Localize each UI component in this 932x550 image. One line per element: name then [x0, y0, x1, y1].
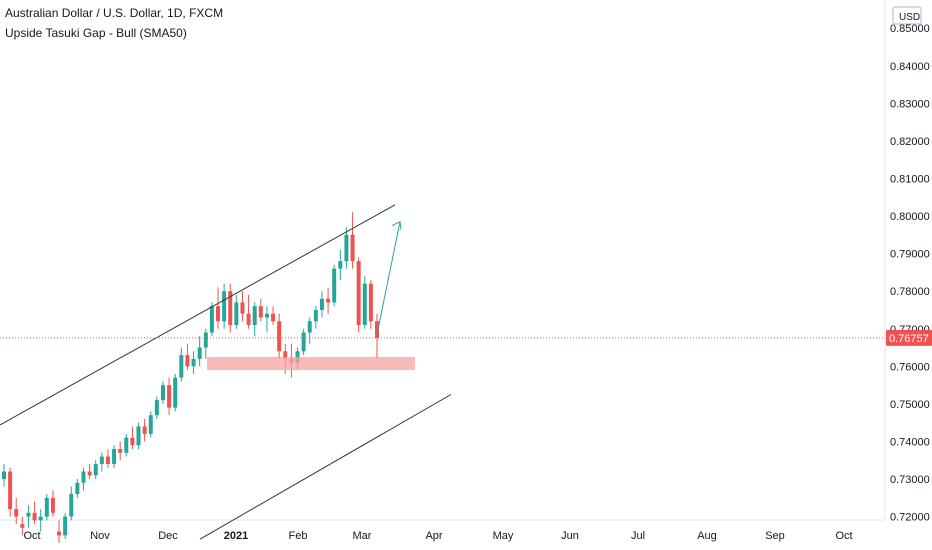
candle-body [75, 482, 80, 495]
time-tick-label: Oct [835, 530, 852, 542]
candle-body [338, 261, 343, 269]
time-tick-label: Jun [561, 530, 579, 542]
candle-body [356, 261, 361, 325]
price-tick-label: 0.82000 [890, 136, 930, 148]
candle-body [258, 306, 263, 318]
candle-body [264, 313, 269, 318]
candle-body [81, 471, 86, 483]
time-tick-label: Nov [90, 530, 110, 542]
projection-arrow[interactable] [376, 221, 401, 335]
time-tick-label: Aug [697, 530, 717, 542]
symbol-title: Australian Dollar / U.S. Dollar, 1D, FXC… [5, 6, 224, 20]
price-tick-label: 0.72000 [890, 512, 930, 524]
candle-body [50, 497, 55, 513]
time-tick-label: 2021 [224, 530, 248, 542]
candle-body [124, 437, 129, 453]
candle-body [375, 321, 379, 338]
time-tick-label: Jul [631, 530, 645, 542]
candle-body [38, 516, 43, 521]
candle-body [69, 494, 74, 517]
candle-body [99, 456, 104, 465]
time-tick-label: Feb [289, 530, 308, 542]
candle-body [179, 355, 184, 378]
price-tick-label: 0.76000 [890, 361, 930, 373]
candle-body [283, 351, 288, 359]
candle-body [8, 471, 13, 510]
candle-body [246, 313, 251, 325]
price-tick-label: 0.85000 [890, 23, 930, 35]
candle-body [319, 298, 324, 310]
price-tick-label: 0.73000 [890, 474, 930, 486]
candle-body [63, 516, 68, 536]
candle-body [191, 358, 196, 367]
candle-body [307, 321, 312, 333]
candle-body [93, 464, 98, 476]
candle-body [160, 385, 165, 401]
candle-body [142, 426, 147, 434]
candle-body [240, 302, 245, 314]
candle-body [277, 321, 282, 352]
candle-body [14, 509, 19, 517]
candle-body [87, 471, 92, 476]
candle-body [216, 306, 221, 322]
time-tick-label: Sep [765, 530, 785, 542]
candle-body [2, 471, 6, 480]
candle-body [344, 234, 349, 262]
candle-body [203, 332, 208, 348]
candle-body [326, 298, 331, 303]
price-tick-label: 0.78000 [890, 286, 930, 298]
candle-body [57, 531, 62, 536]
candle-body [26, 512, 31, 517]
price-tick-label: 0.80000 [890, 211, 930, 223]
price-tick-label: 0.74000 [890, 436, 930, 448]
last-price-label: 0.76757 [889, 333, 929, 345]
lower-channel-line[interactable] [199, 394, 452, 540]
candle-body [271, 313, 276, 322]
currency-box[interactable] [892, 6, 922, 25]
candle-body [44, 497, 49, 517]
candle-body [252, 306, 257, 325]
upper-channel-line[interactable] [0, 204, 396, 426]
candle-body [313, 309, 318, 322]
time-tick-label: Mar [353, 530, 372, 542]
time-tick-label: Apr [425, 530, 442, 542]
price-tick-label: 0.79000 [890, 249, 930, 261]
candle-body [20, 524, 25, 528]
price-tick-label: 0.83000 [890, 98, 930, 110]
candle-body [32, 512, 37, 521]
price-tick-label: 0.84000 [890, 61, 930, 73]
candle-body [154, 400, 159, 416]
candle-body [173, 377, 178, 408]
candle-body [136, 426, 141, 446]
candle-body [167, 385, 172, 408]
time-tick-label: May [493, 530, 514, 542]
time-tick-label: Dec [158, 530, 178, 542]
candle-body [332, 268, 337, 303]
candle-body [350, 234, 355, 262]
currency-label: USD [899, 12, 920, 23]
candle-body [209, 306, 214, 333]
price-tick-label: 0.75000 [890, 399, 930, 411]
candle-body [105, 456, 110, 465]
candle-body [234, 302, 239, 325]
candle-body [148, 415, 153, 434]
price-tick-label: 0.81000 [890, 173, 930, 185]
candle-body [118, 448, 123, 453]
time-tick-label: Oct [23, 530, 40, 542]
candle-body [185, 355, 190, 367]
candle-body [301, 332, 306, 352]
candle-body [130, 437, 135, 446]
candle-body [222, 291, 227, 322]
arrow-head-icon [391, 220, 402, 230]
indicator-label: Upside Tasuki Gap - Bull (SMA50) [5, 26, 187, 40]
support-zone[interactable] [207, 356, 415, 371]
candle-body [197, 347, 202, 359]
candle-body [362, 283, 367, 325]
candle-body [112, 448, 117, 465]
candle-body [228, 291, 233, 325]
candle-body [368, 283, 373, 322]
last-price-label-bg [886, 329, 932, 346]
